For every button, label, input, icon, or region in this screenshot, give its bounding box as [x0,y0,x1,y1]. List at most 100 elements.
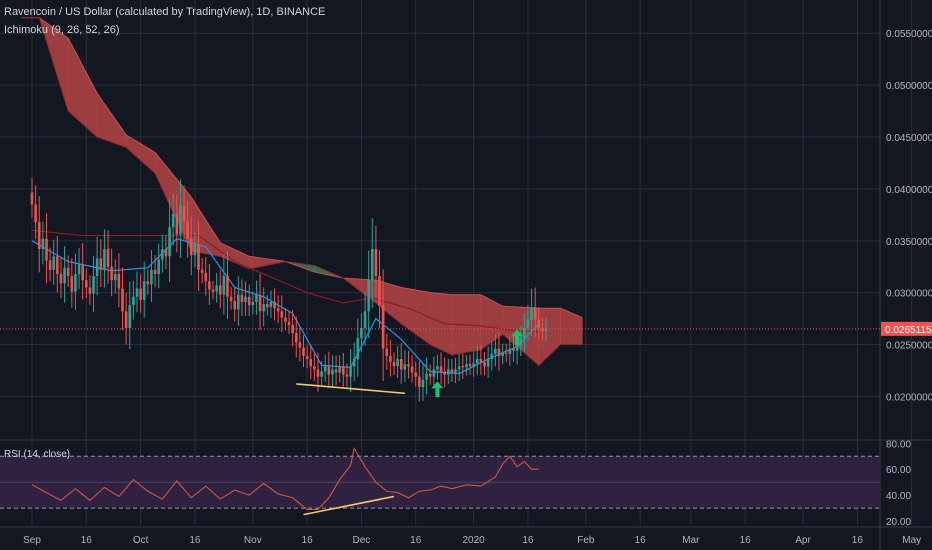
candlestick-series[interactable] [30,177,548,402]
candle [74,253,77,310]
candle-body [168,227,171,257]
candle-body [479,359,483,363]
candle-body [99,258,103,270]
candle [92,255,95,312]
candle [370,218,374,309]
price-axis-tick: 0.02000000 [886,392,932,403]
candle [323,354,327,382]
candle [544,317,548,341]
candle [378,250,381,329]
ichimoku-lines [31,229,540,375]
candle-body [338,366,341,373]
candle-body [526,319,530,328]
candle-body [443,371,446,375]
candle [345,363,349,387]
candle-body [461,366,465,368]
candle [291,310,294,347]
indicator-legend-rsi[interactable]: RSI (14, close) [4,449,71,460]
candle [99,239,103,287]
candle-body [150,269,153,285]
candle [392,352,396,376]
rsi-line [31,447,539,510]
up-arrow-icon [431,381,444,398]
candle-body [135,288,139,297]
candle [396,346,399,378]
candle-body [284,317,287,322]
candle [367,250,370,339]
candle [30,177,34,218]
candle-body [399,359,403,370]
candle [81,243,84,300]
candle-body [45,238,48,261]
candle [186,201,189,258]
candle-body [233,300,237,310]
candle [349,349,352,393]
candle-body [200,269,204,273]
time-axis-tick: Dec [353,535,371,546]
candle-body [247,296,251,306]
candle-body [276,308,280,312]
candle [146,269,150,295]
candle-body [436,366,439,370]
candle [465,355,468,376]
candle-body [266,304,269,308]
last-price-tag-bg [881,321,932,336]
candle [240,279,244,316]
candle-body [164,249,168,257]
candle-body [403,364,407,370]
candle [164,234,168,270]
candle [526,304,530,342]
candle [407,350,410,379]
candle [418,360,421,402]
candle-body [211,289,215,292]
chart-title[interactable]: Ravencoin / US Dollar (calculated by Tra… [4,6,326,18]
candle-body [494,348,497,354]
candle [421,364,425,401]
time-axis-tick: 16 [410,535,422,546]
candle-body [533,307,537,320]
candle [472,351,475,377]
candle-body [251,301,255,306]
rsi-series[interactable] [31,447,539,510]
candle [229,287,233,310]
candle-body [302,347,305,356]
candle [436,354,439,380]
candle-body [37,222,41,250]
senkou-span-a [21,17,583,319]
candle [175,194,179,253]
candle-body [222,276,226,295]
candle [432,356,436,389]
candle [313,353,316,382]
rsi-axis-tick: 60.00 [886,465,911,476]
candle-body [410,366,414,373]
time-axis-tick: 16 [852,535,864,546]
candle [247,284,251,317]
candle [37,196,41,273]
candle-body [95,258,99,277]
candle [269,290,273,318]
candle-body [132,296,135,306]
candle-body [103,249,106,270]
candle [486,346,490,378]
candle [428,364,432,385]
candle [237,276,240,326]
candle-body [475,359,479,364]
candle-body [113,273,117,281]
candle-body [92,276,95,294]
candle-body [146,281,150,285]
candle-body [258,294,262,312]
candle [150,250,153,303]
candle [200,258,204,284]
candle-body [515,345,519,351]
candle-body [294,333,298,343]
candle-body [381,305,385,349]
candle-body [407,364,410,367]
indicator-legend-ichimoku[interactable]: Ichimoku (9, 26, 52, 26) [4,24,120,36]
candle [124,292,128,345]
candle [457,353,461,382]
candle-body [204,272,208,282]
candle-body [486,359,490,367]
